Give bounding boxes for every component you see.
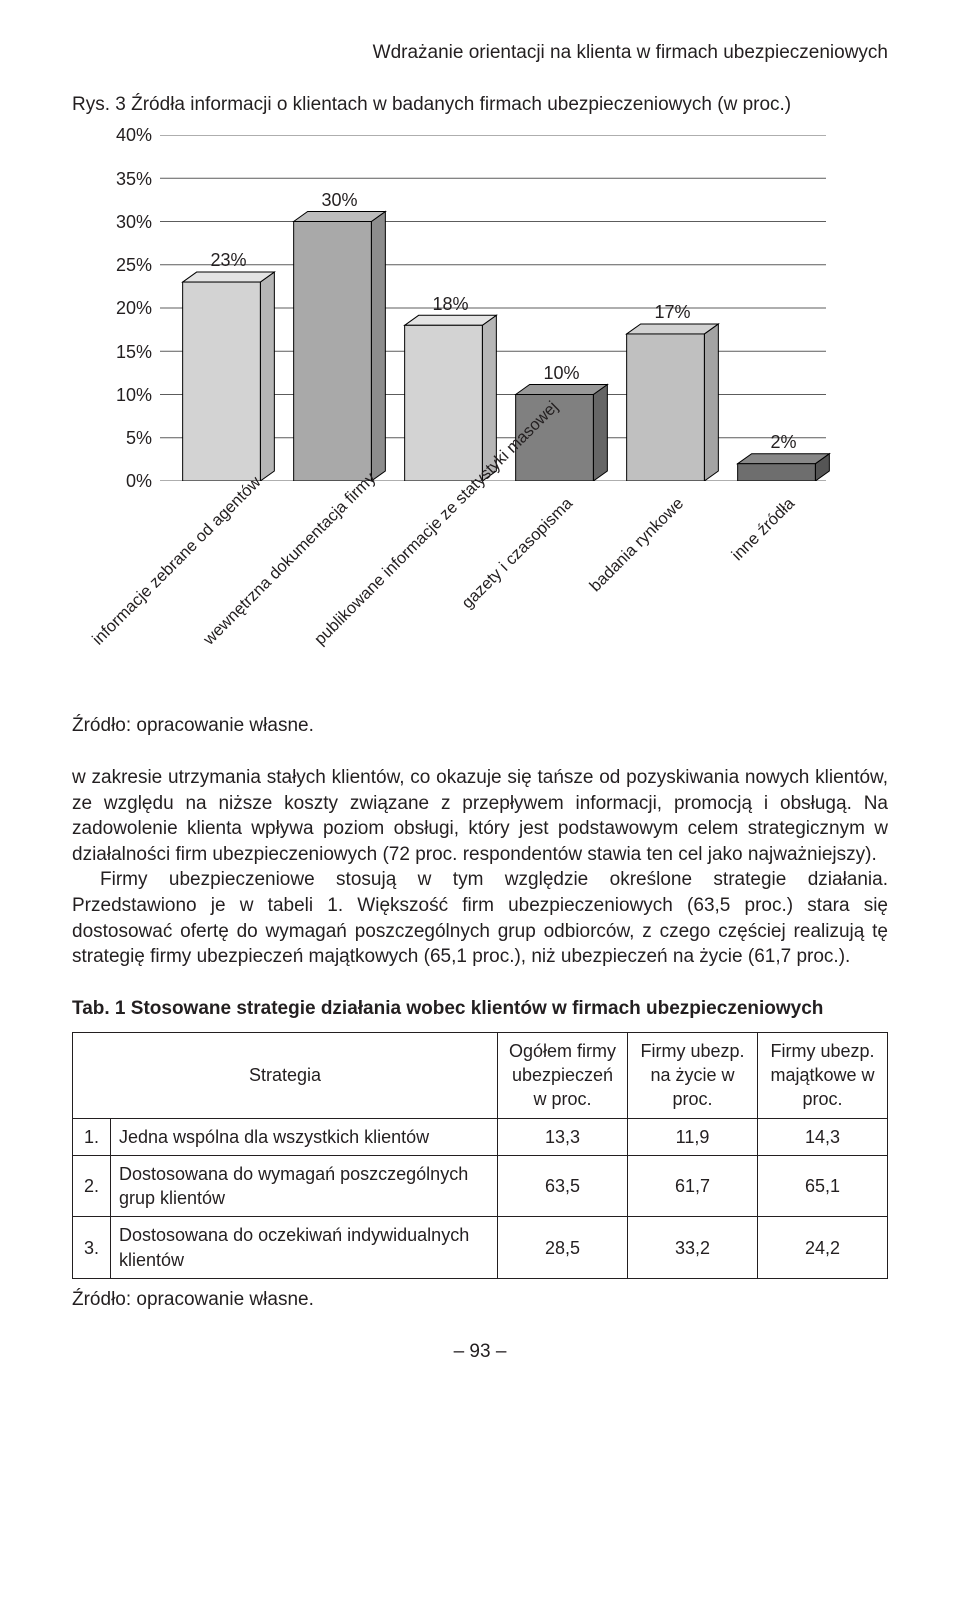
- y-tick-label: 40%: [96, 123, 152, 147]
- table-cell: 28,5: [498, 1217, 628, 1279]
- chart-svg: [160, 135, 840, 481]
- table-cell: 61,7: [628, 1155, 758, 1217]
- y-axis-labels: 0%5%10%15%20%25%30%35%40%: [100, 135, 156, 481]
- bar-value-label: 17%: [654, 300, 690, 324]
- table-cell: Dostosowana do oczekiwań indywidualnych …: [111, 1217, 498, 1279]
- table-body: 1.Jedna wspólna dla wszystkich klientów1…: [73, 1118, 888, 1278]
- bar-value-label: 10%: [543, 361, 579, 385]
- table-cell: 33,2: [628, 1217, 758, 1279]
- page-number: – 93 –: [72, 1339, 888, 1365]
- y-tick-label: 30%: [96, 210, 152, 234]
- table-cell: 1.: [73, 1118, 111, 1155]
- table-cell: 3.: [73, 1217, 111, 1279]
- col-property: Firmy ubezp. majątkowe w proc.: [758, 1032, 888, 1118]
- bar-value-label: 18%: [432, 292, 468, 316]
- table-cell: Dostosowana do wymagań poszczególnych gr…: [111, 1155, 498, 1217]
- y-tick-label: 5%: [96, 426, 152, 450]
- running-head: Wdrażanie orientacji na klienta w firmac…: [72, 40, 888, 66]
- table-row: 2.Dostosowana do wymagań poszczególnych …: [73, 1155, 888, 1217]
- figure-source: Źródło: opracowanie własne.: [72, 713, 888, 739]
- bar-value-label: 23%: [210, 248, 246, 272]
- y-tick-label: 15%: [96, 339, 152, 363]
- bar-value-label: 2%: [770, 430, 796, 454]
- paragraph: Firmy ubezpieczeniowe stosują w tym wzgl…: [72, 867, 888, 970]
- table-cell: 2.: [73, 1155, 111, 1217]
- table-cell: 24,2: [758, 1217, 888, 1279]
- chart-plot: 23% 30% 18% 10% 17% 2%: [160, 135, 840, 481]
- table-source: Źródło: opracowanie własne.: [72, 1287, 888, 1313]
- paragraph: w zakresie utrzymania stałych klientów, …: [72, 765, 888, 868]
- table-cell: Jedna wspólna dla wszystkich klientów: [111, 1118, 498, 1155]
- table-row: 1.Jedna wspólna dla wszystkich klientów1…: [73, 1118, 888, 1155]
- y-tick-label: 0%: [96, 469, 152, 493]
- col-life: Firmy ubezp. na życie w proc.: [628, 1032, 758, 1118]
- strategies-table: Strategia Ogółem firmy ubezpieczeń w pro…: [72, 1032, 888, 1279]
- col-strategy: Strategia: [73, 1032, 498, 1118]
- y-tick-label: 25%: [96, 253, 152, 277]
- table-cell: 63,5: [498, 1155, 628, 1217]
- table-cell: 14,3: [758, 1118, 888, 1155]
- col-total: Ogółem firmy ubezpieczeń w proc.: [498, 1032, 628, 1118]
- table-cell: 65,1: [758, 1155, 888, 1217]
- table-cell: 11,9: [628, 1118, 758, 1155]
- table-caption: Tab. 1 Stosowane strategie działania wob…: [72, 996, 888, 1022]
- y-tick-label: 10%: [96, 383, 152, 407]
- table-row: 3.Dostosowana do oczekiwań indywidualnyc…: [73, 1217, 888, 1279]
- figure-caption: Rys. 3 Źródła informacji o klientach w b…: [72, 92, 888, 118]
- table-header-row: Strategia Ogółem firmy ubezpieczeń w pro…: [73, 1032, 888, 1118]
- bar-value-label: 30%: [321, 188, 357, 212]
- y-tick-label: 35%: [96, 166, 152, 190]
- bar-chart: 0%5%10%15%20%25%30%35%40% 23% 30% 18% 10% 17…: [100, 135, 860, 695]
- table-cell: 13,3: [498, 1118, 628, 1155]
- x-axis-labels: informacje zebrane od agentówwewnętrzna …: [160, 487, 840, 697]
- y-tick-label: 20%: [96, 296, 152, 320]
